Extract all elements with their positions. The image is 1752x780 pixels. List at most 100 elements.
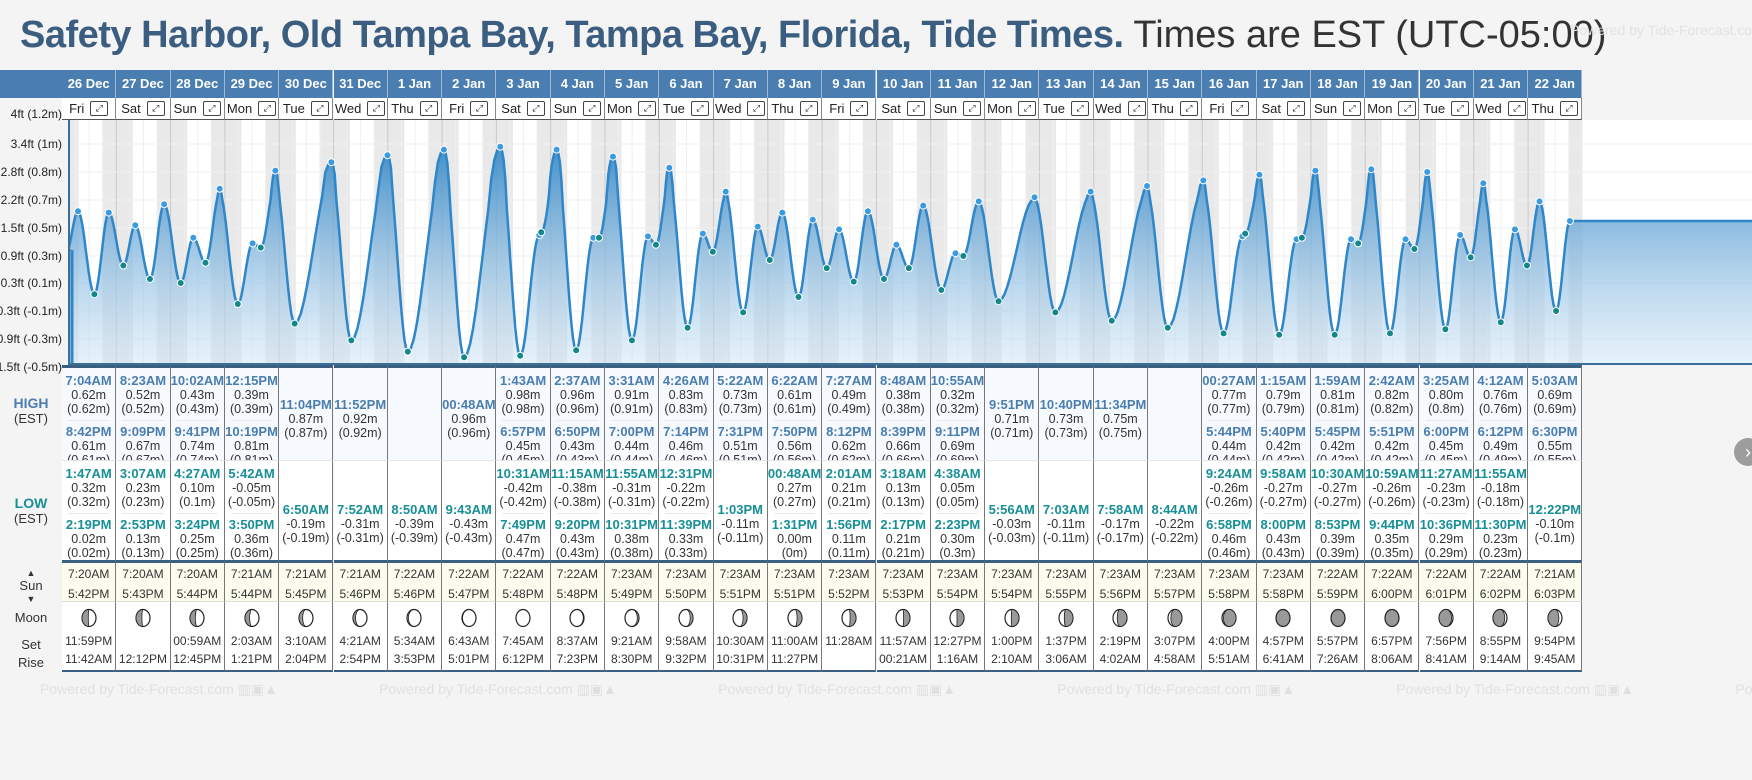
- expand-arrows-icon[interactable]: ⤢: [258, 101, 277, 116]
- low-time: 10:30AM: [1310, 466, 1365, 481]
- high-tide-entry: 10:40PM 0.73m (0.73m): [1039, 398, 1093, 441]
- date-header: 5 Jan: [605, 70, 660, 98]
- expand-arrows-icon[interactable]: ⤢: [1127, 101, 1146, 116]
- expand-arrows-icon[interactable]: ⤢: [146, 101, 165, 116]
- sunrise-time: 7:21AM: [230, 567, 273, 581]
- low-tide-cell: 1:47AM 0.32m (0.32m) 2:19PM 0.02m (0.02m): [62, 460, 117, 561]
- low-height: 0.13m: [125, 532, 161, 546]
- high-height-metric: (0.38m): [881, 402, 925, 416]
- low-height-metric: (0.05m): [935, 495, 979, 509]
- low-tide-cell: 3:07AM 0.23m (0.23m) 2:53PM 0.13m (0.13m): [116, 460, 171, 561]
- low-height-metric: (0.47m): [501, 546, 545, 560]
- expand-arrows-icon[interactable]: ⤢: [1343, 101, 1362, 116]
- high-tide-point: [1479, 179, 1488, 188]
- expand-arrows-icon[interactable]: ⤢: [367, 101, 386, 116]
- sunset-time: 6:01PM: [1425, 587, 1467, 601]
- low-time: 11:15AM: [550, 466, 604, 481]
- moon-cell: 3:07PM 4:58AM: [1148, 602, 1203, 672]
- low-time: 3:24PM: [174, 517, 220, 532]
- sun-cell: 7:23AM 5:58PM: [1202, 560, 1257, 602]
- low-tide-entry: 3:18AM 0.13m (0.13m): [877, 467, 930, 510]
- day-header: Thu ⤢: [767, 98, 823, 120]
- low-height-metric: (-0.22m): [1151, 531, 1199, 545]
- low-tide-entry: 2:19PM 0.02m (0.02m): [62, 518, 115, 561]
- expand-arrows-icon[interactable]: ⤢: [1071, 101, 1089, 116]
- expand-arrows-icon[interactable]: ⤢: [1179, 101, 1198, 116]
- day-header: Sun ⤢: [1310, 98, 1366, 120]
- sun-cell: 7:22AM 6:00PM: [1365, 560, 1420, 602]
- low-height: 0.02m: [71, 532, 107, 546]
- low-tide-cell: 6:50AM -0.19m (-0.19m): [279, 460, 334, 560]
- timezone-note: Times are EST (UTC-05:00): [1133, 14, 1607, 56]
- date-header: 4 Jan: [550, 70, 605, 98]
- expand-arrows-icon[interactable]: ⤢: [90, 101, 109, 116]
- sunrise-time: 7:20AM: [176, 567, 218, 581]
- moon-phase-icon: [81, 608, 97, 628]
- expand-arrows-icon[interactable]: ⤢: [906, 101, 925, 116]
- low-tide-cell: 2:01AM 0.21m (0.21m) 1:56PM 0.11m (0.11m): [822, 460, 877, 560]
- moon-set-time: 8:55PM: [1479, 634, 1522, 648]
- expand-arrows-icon[interactable]: ⤢: [582, 101, 601, 116]
- expand-arrows-icon[interactable]: ⤢: [1507, 101, 1526, 116]
- high-height: 0.87m: [288, 412, 324, 426]
- expand-arrows-icon[interactable]: ⤢: [963, 101, 982, 116]
- low-time: 00:48AM: [767, 466, 822, 481]
- chevron-right-icon[interactable]: ›: [1734, 438, 1752, 466]
- expand-arrows-icon[interactable]: ⤢: [1451, 101, 1470, 116]
- high-time: 11:52PM: [334, 397, 387, 412]
- expand-arrows-icon[interactable]: ⤢: [470, 101, 489, 116]
- moon-cell: 12:27PM 1:16AM: [930, 602, 986, 672]
- high-tide-point: [892, 240, 901, 249]
- low-height-metric: (0.43m): [1261, 546, 1305, 560]
- moon-set-time: 1:37PM: [1045, 634, 1087, 648]
- expand-arrows-icon[interactable]: ⤢: [1230, 101, 1249, 116]
- expand-arrows-icon[interactable]: ⤢: [747, 101, 766, 116]
- moon-cell: 3:10AM 2:04PM: [279, 602, 334, 672]
- low-tide-point: [994, 297, 1003, 306]
- low-height-metric: (-0.31m): [336, 531, 384, 545]
- expand-arrows-icon[interactable]: ⤢: [690, 101, 709, 116]
- low-height-metric: (-0.38m): [553, 495, 601, 509]
- high-height-metric: (0.96m): [447, 426, 491, 440]
- high-height: 0.39m: [234, 388, 269, 402]
- expand-arrows-icon[interactable]: ⤢: [1559, 101, 1578, 116]
- expand-arrows-icon[interactable]: ⤢: [1018, 101, 1037, 116]
- tide-table: 4ft (1.2m) 3.4ft (1m) 2.8ft (0.8m) 2.2ft (0…: [0, 70, 1752, 780]
- expand-arrows-icon[interactable]: ⤢: [1287, 101, 1305, 116]
- sunset-time: 5:44PM: [176, 587, 218, 601]
- sunset-time: 5:51PM: [773, 587, 816, 601]
- low-tide-cell: 7:58AM -0.17m (-0.17m): [1093, 460, 1148, 560]
- high-time: 6:30PM: [1531, 424, 1578, 439]
- expand-arrows-icon[interactable]: ⤢: [1398, 101, 1417, 116]
- expand-arrows-icon[interactable]: ⤢: [526, 101, 545, 116]
- low-tide-point: [119, 261, 128, 270]
- high-height-metric: (0.52m): [121, 402, 165, 416]
- expand-arrows-icon[interactable]: ⤢: [419, 101, 438, 116]
- low-time: 1:03PM: [717, 502, 763, 517]
- low-height-metric: (0.29m): [1424, 546, 1468, 560]
- high-height: 0.51m: [722, 439, 758, 453]
- low-height: -0.31m: [340, 517, 380, 531]
- high-tide-point: [1535, 197, 1544, 206]
- expand-arrows-icon[interactable]: ⤢: [638, 101, 657, 116]
- day-header: Thu ⤢: [1148, 98, 1203, 120]
- expand-arrows-icon[interactable]: ⤢: [850, 101, 869, 116]
- low-tide-entry: 2:53PM 0.13m (0.13m): [116, 518, 169, 561]
- date-header: 30 Dec: [279, 70, 334, 98]
- high-time: 5:45PM: [1314, 424, 1361, 439]
- low-time: 7:52AM: [337, 502, 384, 517]
- high-height-metric: (0.79m): [1261, 402, 1305, 416]
- low-tide-entry: 2:23PM 0.30m (0.3m): [931, 518, 984, 561]
- sunrise-time: 7:23AM: [610, 567, 653, 581]
- low-tide-point: [1107, 316, 1116, 325]
- moon-cell: 4:57PM 6:41AM: [1256, 602, 1311, 672]
- expand-arrows-icon[interactable]: ⤢: [202, 101, 221, 116]
- high-time: 5:40PM: [1260, 424, 1306, 439]
- moon-rise-time: 1:16AM: [936, 652, 979, 666]
- expand-arrows-icon[interactable]: ⤢: [310, 101, 329, 116]
- low-height-metric: (0.23m): [121, 495, 165, 509]
- high-tide-point: [1456, 231, 1465, 239]
- expand-arrows-icon[interactable]: ⤢: [799, 101, 818, 116]
